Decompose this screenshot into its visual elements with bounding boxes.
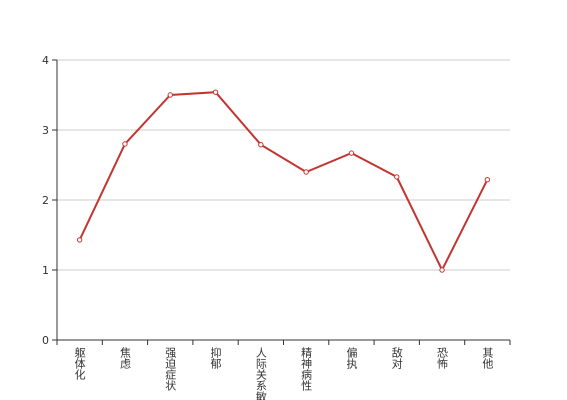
point [122,141,128,147]
y-tick-label: 4 [42,54,49,67]
y-tick-label: 2 [42,194,49,207]
x-tick-label: 焦虑 [118,347,131,369]
point [484,177,491,183]
point [303,169,309,175]
point [348,150,355,156]
x-tick-label: 敌对 [390,346,403,369]
x-tick-label: 精神病性 [300,347,313,392]
point [439,267,445,273]
point [212,89,219,95]
y-tick-label: 3 [42,124,49,137]
x-tick-label: 人际关系敏感 [254,347,267,400]
point [394,174,400,180]
y-tick-label: 0 [42,334,49,347]
line [78,91,489,273]
x-tick-label: 恐怖 [436,347,449,369]
x-tick-label: 偏执 [345,346,358,370]
y-tick-label: 1 [42,264,49,277]
point [76,237,83,243]
x-tick-label: 其他 [481,347,494,369]
x-tick-label: 抑郁 [209,346,222,369]
x-tick-label: 躯体化 [73,347,86,381]
point [167,92,173,98]
x-tick-label: 强迫症状 [164,347,177,391]
point [258,142,264,148]
